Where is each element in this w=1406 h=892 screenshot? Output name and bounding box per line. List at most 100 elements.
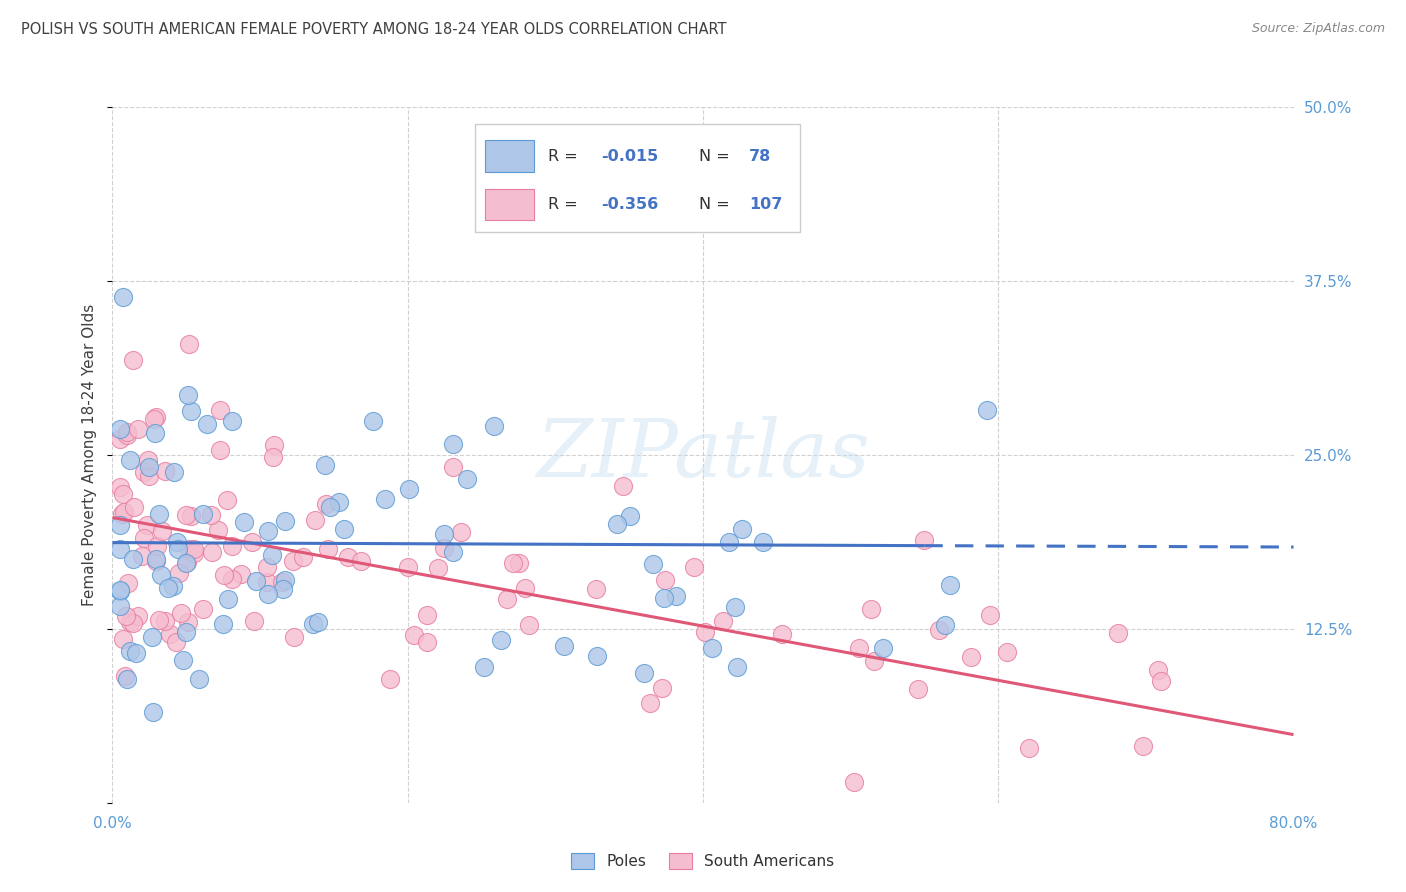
Point (127, 609, 149, 624)
Point (450, 525, 472, 540)
Point (912, 533, 935, 548)
Point (122, 500, 145, 515)
Point (118, 452, 141, 467)
Point (402, 628, 425, 642)
Point (995, 645, 1018, 659)
Point (643, 558, 665, 572)
Point (211, 617, 233, 632)
Point (415, 635, 437, 649)
Point (682, 560, 704, 574)
Text: POLISH VS SOUTH AMERICAN FEMALE POVERTY AMONG 18-24 YEAR OLDS CORRELATION CHART: POLISH VS SOUTH AMERICAN FEMALE POVERTY … (21, 22, 727, 37)
Point (717, 535, 740, 549)
Point (256, 574, 278, 589)
Text: -0.015: -0.015 (602, 149, 658, 163)
Point (496, 592, 519, 607)
Point (1149, 673, 1171, 688)
Point (872, 641, 894, 656)
Point (221, 572, 243, 586)
Point (1108, 626, 1130, 640)
Text: N =: N = (699, 149, 735, 163)
Point (939, 578, 962, 592)
Point (314, 458, 336, 473)
Point (212, 568, 235, 582)
Point (848, 640, 870, 655)
Point (153, 615, 176, 629)
Point (842, 775, 865, 789)
Point (108, 517, 131, 532)
Point (177, 615, 200, 630)
Point (143, 411, 166, 425)
Point (221, 539, 243, 553)
Point (1018, 741, 1040, 756)
Point (336, 549, 359, 564)
Point (127, 422, 149, 436)
Point (586, 648, 609, 663)
Point (115, 609, 138, 624)
Point (319, 500, 342, 514)
Point (146, 540, 169, 554)
Point (136, 453, 159, 467)
Point (112, 505, 135, 519)
Point (145, 409, 167, 424)
Point (489, 633, 512, 648)
Point (122, 552, 145, 566)
Point (1147, 663, 1170, 677)
Point (132, 466, 155, 480)
Point (515, 581, 537, 595)
Point (934, 617, 956, 632)
Point (108, 542, 131, 557)
Point (274, 574, 297, 588)
Point (145, 552, 167, 566)
Point (124, 646, 146, 660)
Point (291, 550, 314, 565)
Y-axis label: Female Poverty Among 18-24 Year Olds: Female Poverty Among 18-24 Year Olds (82, 304, 97, 606)
Point (110, 507, 132, 521)
Point (271, 582, 294, 597)
Point (118, 644, 141, 658)
Point (108, 582, 131, 597)
Point (260, 548, 283, 562)
Text: R =: R = (548, 197, 583, 212)
Point (122, 615, 145, 630)
Point (651, 681, 673, 696)
FancyBboxPatch shape (475, 124, 800, 232)
Point (159, 627, 181, 641)
Point (859, 602, 882, 616)
Point (301, 617, 323, 632)
Point (108, 599, 131, 613)
Point (136, 518, 159, 533)
Point (163, 466, 186, 480)
Point (307, 615, 329, 629)
Point (191, 507, 214, 521)
Point (976, 402, 998, 417)
Point (183, 546, 205, 560)
Point (180, 508, 202, 523)
Point (633, 665, 655, 680)
Text: N =: N = (699, 197, 735, 212)
Point (162, 579, 184, 593)
FancyBboxPatch shape (485, 189, 534, 220)
Text: ZIPatlas: ZIPatlas (536, 417, 870, 493)
Point (112, 632, 135, 647)
Point (328, 495, 350, 509)
Point (350, 554, 373, 568)
Point (166, 542, 188, 557)
Point (427, 561, 450, 575)
Point (432, 527, 454, 541)
Point (502, 556, 524, 570)
Point (256, 560, 278, 574)
Point (441, 437, 464, 451)
Point (959, 649, 981, 664)
Point (143, 425, 166, 440)
Point (416, 607, 439, 622)
Point (619, 509, 641, 524)
Point (122, 353, 145, 368)
Point (441, 460, 464, 475)
Point (177, 337, 200, 351)
Point (166, 534, 188, 549)
Point (174, 556, 197, 570)
Point (111, 290, 134, 304)
Point (180, 404, 202, 418)
Point (725, 660, 748, 674)
Point (117, 576, 139, 591)
